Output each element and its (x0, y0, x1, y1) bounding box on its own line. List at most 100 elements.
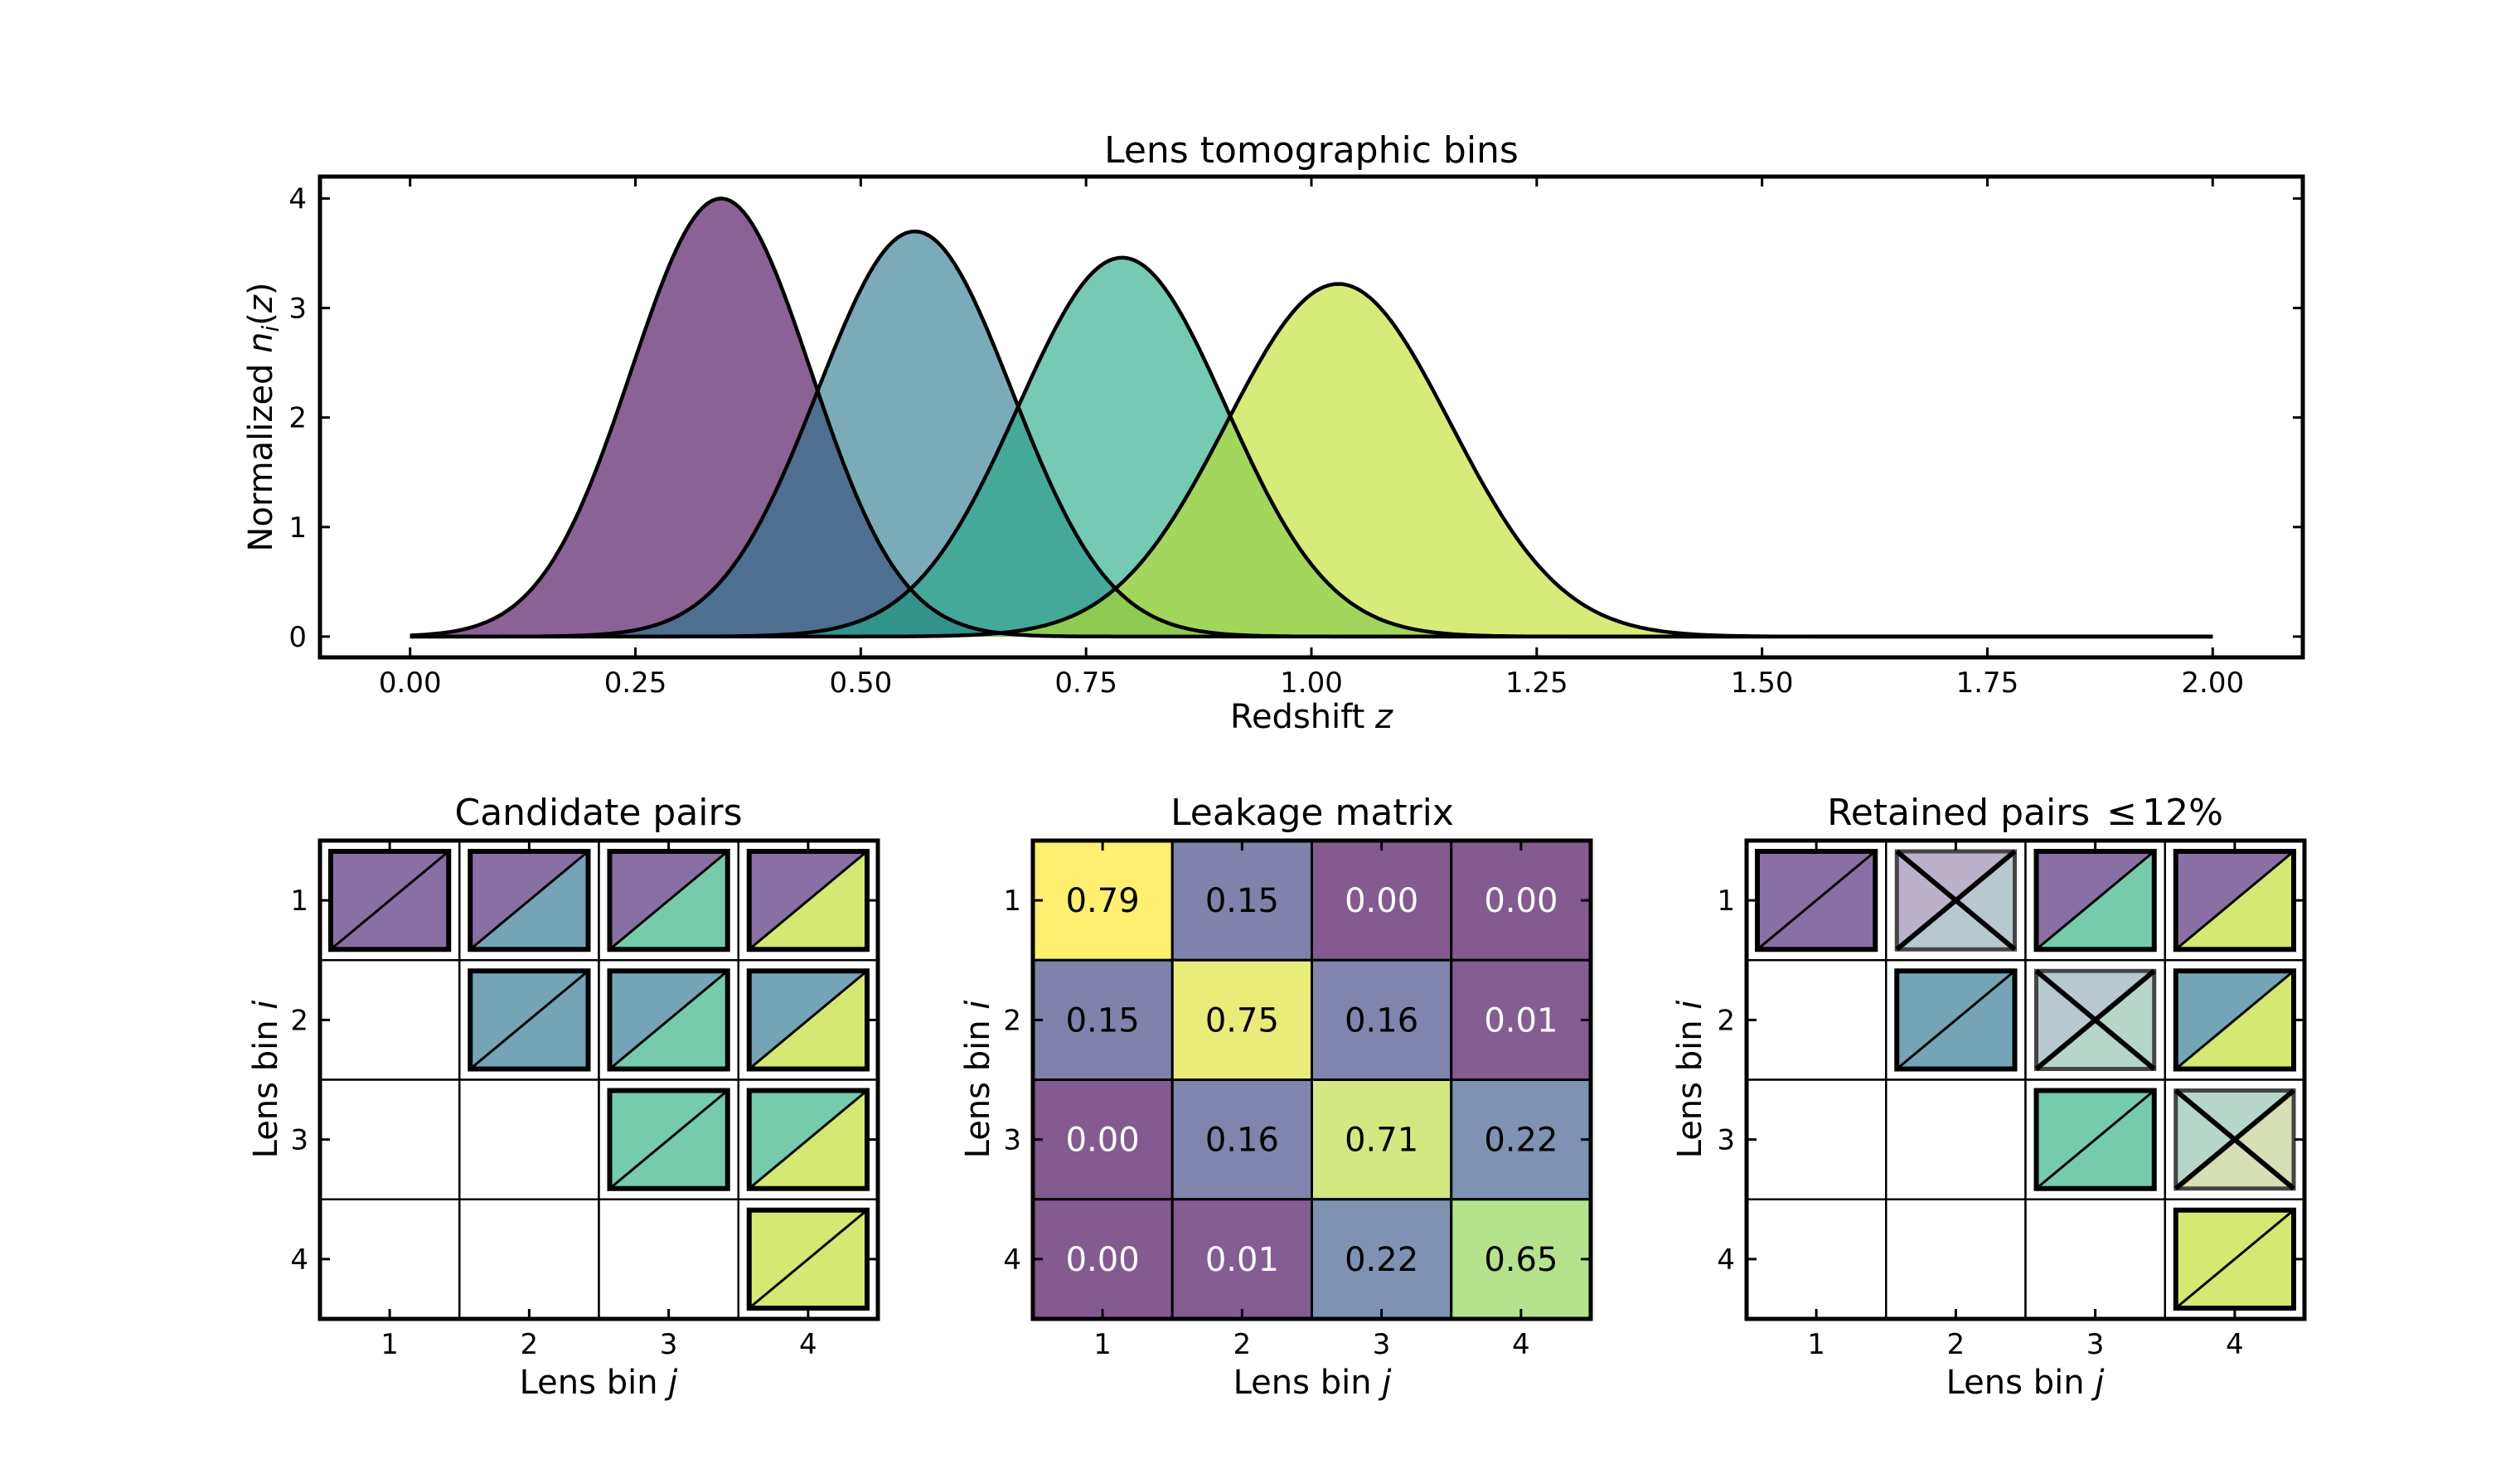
pair-border (468, 968, 591, 1072)
leakage-cell-value: 0.00 (1484, 882, 1558, 920)
nz-xlabel-text: Redshift (1230, 698, 1375, 736)
leakage-cell (1311, 958, 1453, 1081)
leakage-cell-value: 0.22 (1345, 1241, 1418, 1279)
pair-diagonal (608, 850, 729, 951)
xtick-label: 1 (1093, 1328, 1112, 1361)
nz-ticks: 0.00 0.25 0.50 0.75 1.00 1.25 1.50 1.75 2.00 0 1 2 3… (288, 177, 2303, 700)
grid-cell (598, 1198, 739, 1321)
rejected-right-triangle (2095, 971, 2154, 1069)
nz-xtick-label: 0.25 (604, 666, 667, 700)
leakage-cell (1311, 1198, 1453, 1321)
candidate-xlabel: Lens bin j (520, 1364, 679, 1402)
leakage-matrix-panel: Leakage matrix 0.79 0.15 0.00 0.000.15 0.75 0… (959, 792, 1593, 1402)
leakage-cell-value: 0.75 (1205, 1001, 1279, 1040)
pair-glyph (746, 1088, 870, 1191)
nz-xtick-label: 1.50 (1731, 666, 1794, 700)
axes-frame (1030, 838, 1593, 1321)
nz-fill-bin-4 (410, 284, 2213, 637)
leakage-cell-value: 0.16 (1205, 1122, 1279, 1160)
xtick-label: 2 (1947, 1328, 1965, 1361)
pair-border (2173, 1207, 2296, 1311)
candidate-xlabel-var: j (664, 1364, 678, 1402)
leakage-cell-value: 0.22 (1484, 1122, 1558, 1160)
leakage-xlabel-var: j (1378, 1364, 1392, 1402)
retained-xlabel-var: j (2091, 1364, 2105, 1402)
rejected-border (2174, 1088, 2296, 1191)
leakage-ticks: 1 1 2 2 3 3 4 4 (1003, 838, 1593, 1361)
leakage-cell (1170, 1198, 1313, 1321)
ytick-label: 3 (1003, 1124, 1021, 1157)
leakage-cell-value: 0.00 (1345, 882, 1418, 920)
ytick-label: 4 (1717, 1243, 1735, 1277)
xtick-label: 4 (1512, 1328, 1530, 1361)
rejected-border (1894, 849, 2017, 952)
pair-diagonal (1757, 850, 1877, 951)
pair-border (607, 849, 730, 952)
nz-ylabel: Normalized ni(z) (242, 283, 284, 552)
pair-glyph (1894, 968, 2018, 1072)
pair-diagonal (748, 970, 868, 1070)
pair-diagonal (2174, 970, 2295, 1070)
leakage-title: Leakage matrix (1170, 792, 1454, 834)
pair-glyph (607, 849, 730, 952)
nz-ylabel-close: ) (242, 283, 280, 296)
nz-title: Lens tomographic bins (1104, 129, 1519, 172)
retained-ylabel-text: Lens bin (1671, 1010, 1709, 1159)
retained-title-text: Retained pairs (1827, 792, 2101, 834)
retained-cells (1745, 839, 2306, 1321)
nz-ylabel-z: z (242, 294, 280, 313)
rejected-border (2034, 968, 2157, 1071)
pair-diagonal (2035, 1089, 2155, 1190)
rejected-right-triangle (2234, 1090, 2294, 1189)
leakage-cell (1450, 958, 1592, 1081)
leakage-cell-value: 0.79 (1066, 882, 1140, 920)
retained-title: Retained pairs ≤12% (1827, 792, 2223, 834)
nz-ylabel-open: ( (242, 313, 280, 326)
leakage-cell-value: 0.65 (1484, 1241, 1558, 1279)
nz-ylabel-sub: i (257, 326, 284, 332)
reject-cross-icon (1895, 849, 2017, 952)
leakage-cell (1311, 1078, 1453, 1201)
candidate-ylabel-var: i (247, 1001, 285, 1010)
leakage-cell (1311, 839, 1453, 962)
retained-ylabel: Lens bin i (1671, 1001, 1709, 1159)
retained-title-leq: ≤ (2106, 792, 2137, 834)
nz-fills (410, 198, 2213, 637)
pair-border (2173, 849, 2296, 952)
rejected-pair (2034, 968, 2157, 1071)
rejected-left-triangle (2175, 1090, 2235, 1189)
grid-cell (458, 1078, 600, 1200)
pair-border (1755, 849, 1878, 952)
retained-ylabel-var: i (1671, 1001, 1709, 1010)
leakage-cell-value: 0.00 (1066, 1122, 1140, 1160)
pair-glyph (2173, 1207, 2296, 1311)
ytick-label: 2 (1717, 1004, 1735, 1037)
xtick-label: 2 (521, 1328, 539, 1361)
pair-glyph (607, 968, 730, 1072)
nz-xtick-label: 0.75 (1054, 666, 1117, 700)
xtick-label: 1 (1807, 1328, 1825, 1361)
axes-frame (1744, 838, 2307, 1321)
leakage-ylabel-var: i (959, 1001, 997, 1010)
grid-cell (318, 959, 461, 1081)
ytick-label: 1 (1717, 885, 1735, 918)
pair-diagonal (608, 970, 729, 1070)
grid-cell (2024, 1198, 2166, 1321)
nz-ytick-label: 3 (288, 293, 307, 326)
leakage-cell-value: 0.01 (1205, 1241, 1279, 1279)
rejected-left-triangle (1897, 851, 1956, 950)
ytick-label: 1 (1003, 885, 1021, 918)
pair-glyph (746, 968, 870, 1072)
leakage-xlabel-text: Lens bin (1233, 1364, 1383, 1402)
leakage-cell (1170, 958, 1313, 1081)
xtick-label: 3 (660, 1328, 678, 1361)
axes-frame (317, 838, 880, 1321)
pair-diagonal (748, 1089, 868, 1190)
pair-glyph (746, 849, 870, 952)
rejected-top-triangle (2036, 971, 2154, 1020)
leakage-cell-value: 0.00 (1066, 1241, 1140, 1279)
retained-xlabel: Lens bin j (1946, 1364, 2106, 1402)
leakage-cell-value: 0.15 (1066, 1001, 1140, 1040)
rejected-pair (1894, 849, 2017, 952)
pair-diagonal (469, 970, 589, 1070)
